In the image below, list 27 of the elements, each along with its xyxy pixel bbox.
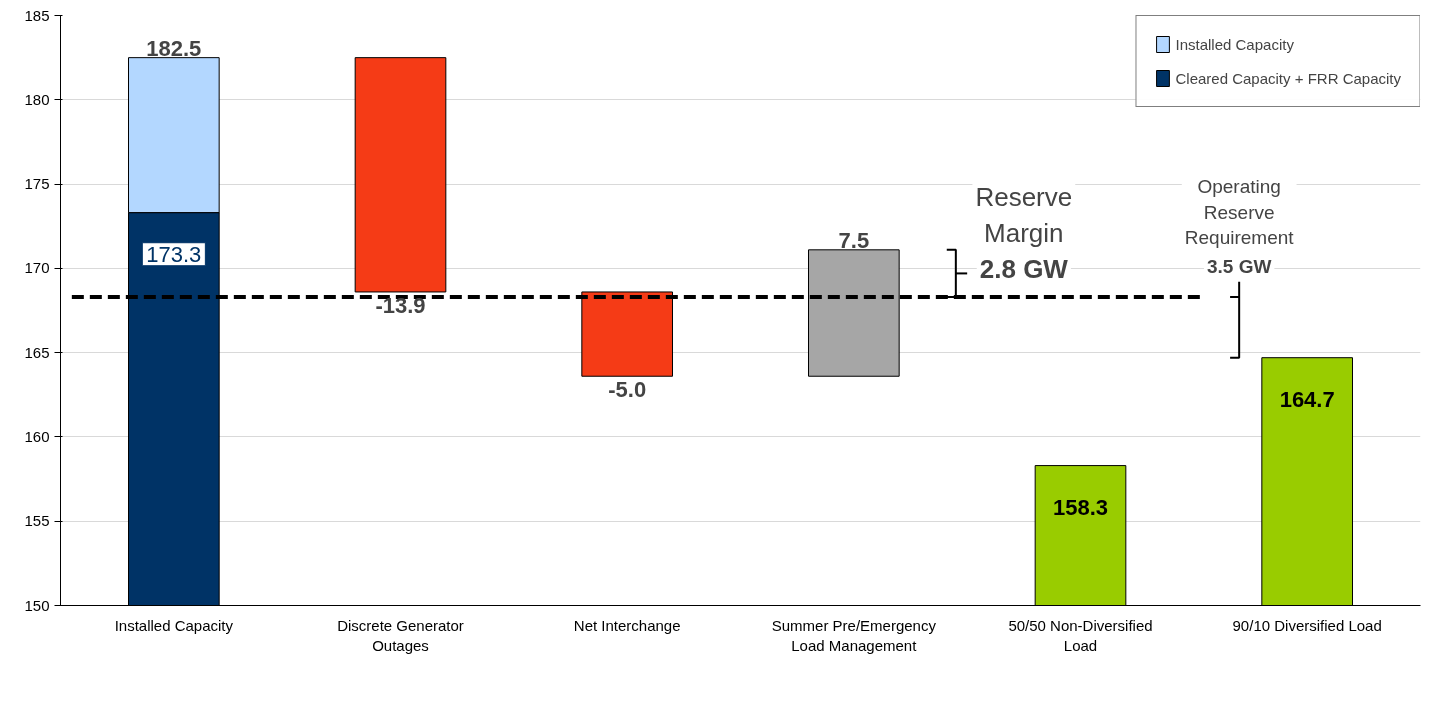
data-label: 158.3 — [1052, 494, 1109, 520]
x-tick-label: 90/10 Diversified Load — [1232, 616, 1382, 634]
annotation: Operating Reserve Requirement — [1184, 176, 1295, 248]
x-tick-label: Installed Capacity — [114, 616, 234, 634]
annotation: 2.8 GW — [979, 254, 1069, 285]
data-label: -13.9 — [375, 292, 426, 318]
y-tick-label: 160 — [24, 427, 50, 445]
data-label: 164.7 — [1279, 386, 1335, 412]
y-tick-label: 150 — [24, 596, 50, 614]
data-label: 173.3 — [146, 241, 202, 267]
annotation: Reserve Margin — [975, 182, 1073, 249]
y-tick-label: 165 — [24, 343, 50, 361]
y-tick-label: 180 — [24, 90, 50, 108]
y-tick-label: 155 — [24, 512, 50, 530]
y-tick-label: 175 — [24, 175, 50, 193]
x-tick-label: Discrete Generator Outages — [337, 616, 464, 654]
y-tick-label: 185 — [24, 6, 50, 24]
legend-label: Installed Capacity — [1175, 35, 1294, 53]
data-label: -5.0 — [608, 377, 647, 403]
x-tick-label: Summer Pre/Emergency Load Management — [771, 616, 937, 654]
x-tick-label: 50/50 Non-Diversified Load — [1008, 616, 1153, 654]
data-label: 7.5 — [838, 227, 870, 253]
legend-label: Cleared Capacity + FRR Capacity — [1175, 69, 1401, 87]
annotation: 3.5 GW — [1206, 255, 1272, 277]
x-tick-label: Net Interchange — [573, 616, 681, 634]
data-label: 182.5 — [146, 35, 202, 61]
y-tick-label: 170 — [24, 259, 50, 277]
